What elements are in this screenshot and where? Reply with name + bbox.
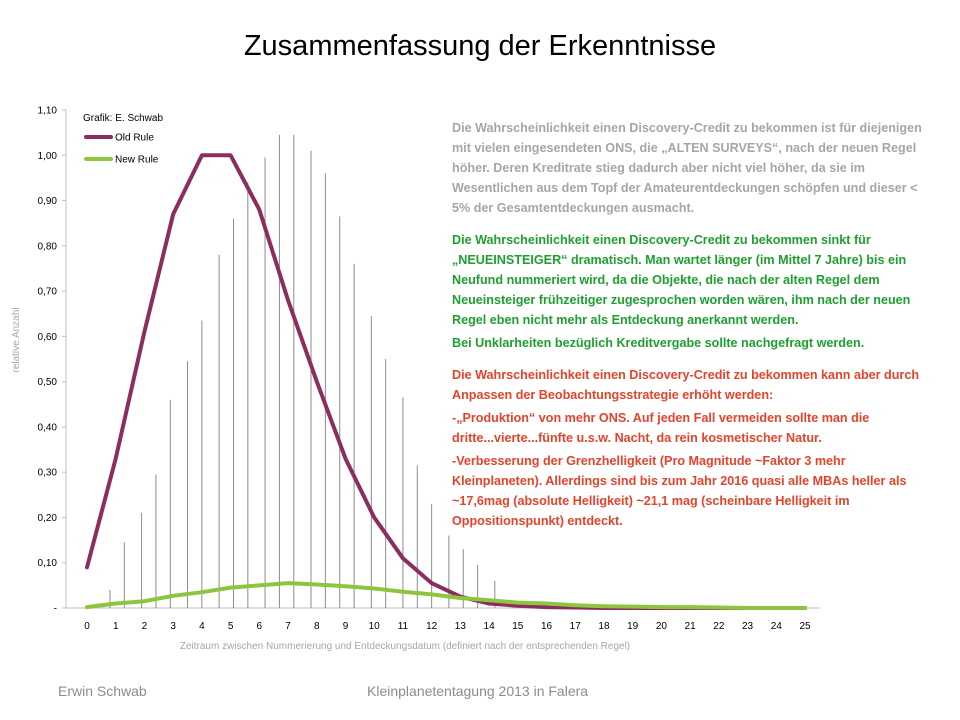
x-tick-label: 21 [685, 621, 697, 632]
strategy-paragraph: Die Wahrscheinlichkeit einen Discovery-C… [452, 368, 920, 402]
old-surveys-paragraph: Die Wahrscheinlichkeit einen Discovery-C… [452, 121, 922, 215]
x-tick-label: 7 [285, 621, 291, 632]
x-tick-label: 11 [398, 621, 409, 632]
y-tick-label: 1,00 [38, 151, 58, 162]
footer-author: Erwin Schwab [58, 683, 147, 699]
x-tick-label: 5 [228, 621, 234, 632]
x-tick-label: 12 [426, 621, 438, 632]
x-tick-label: 13 [455, 621, 467, 632]
y-tick-label: 0,70 [38, 287, 58, 298]
limiting-magnitude-paragraph: -Verbesserung der Grenzhelligkeit (Pro M… [452, 454, 907, 528]
y-tick-label: 0,80 [38, 241, 58, 252]
inquiry-paragraph: Bei Unklarheiten bezüglich Kreditvergabe… [452, 336, 865, 350]
x-tick-label: 8 [314, 621, 320, 632]
x-tick-label: 1 [113, 621, 119, 632]
x-tick-label: 23 [742, 621, 754, 632]
y-tick-label: 0,30 [38, 468, 58, 479]
chart-credit: Grafik: E. Schwab [83, 113, 163, 124]
x-tick-label: 4 [199, 621, 205, 632]
production-paragraph: -„Produktion“ von mehr ONS. Auf jeden Fa… [452, 411, 870, 445]
y-tick-label: - [54, 604, 57, 615]
footer-event: Kleinplanetentagung 2013 in Falera [367, 683, 589, 699]
x-tick-label: 15 [512, 621, 524, 632]
x-tick-label: 14 [484, 621, 496, 632]
x-tick-label: 17 [570, 621, 582, 632]
x-tick-label: 6 [257, 621, 263, 632]
x-tick-label: 22 [713, 621, 725, 632]
y-axis-title: relative Anzahl [11, 307, 22, 372]
newcomers-paragraph: Die Wahrscheinlichkeit einen Discovery-C… [452, 233, 911, 327]
y-tick-label: 0,10 [38, 558, 58, 569]
y-tick-label: 0,90 [38, 196, 58, 207]
slide-title: Zusammenfassung der Erkenntnisse [243, 30, 717, 62]
legend-label: New Rule [115, 155, 159, 166]
text-panel: Die Wahrscheinlichkeit einen Discovery-C… [452, 118, 934, 531]
y-tick-label: 1,10 [38, 106, 58, 117]
x-tick-label: 18 [598, 621, 610, 632]
legend-label: Old Rule [115, 133, 154, 144]
x-tick-label: 24 [771, 621, 783, 632]
x-tick-label: 0 [84, 621, 90, 632]
y-tick-label: 0,20 [38, 513, 58, 524]
x-axis-title: Zeitraum zwischen Nummerierung und Entde… [180, 641, 630, 652]
y-tick-label: 0,50 [38, 377, 58, 388]
y-tick-label: 0,60 [38, 332, 58, 343]
y-tick-label: 0,40 [38, 422, 58, 433]
x-tick-label: 25 [799, 621, 811, 632]
x-tick-label: 9 [343, 621, 349, 632]
x-tick-label: 19 [627, 621, 639, 632]
x-tick-label: 3 [170, 621, 176, 632]
x-tick-label: 2 [142, 621, 148, 632]
x-tick-label: 16 [541, 621, 553, 632]
x-tick-label: 10 [369, 621, 381, 632]
series-line-new-rule [85, 581, 807, 610]
x-tick-label: 20 [656, 621, 668, 632]
